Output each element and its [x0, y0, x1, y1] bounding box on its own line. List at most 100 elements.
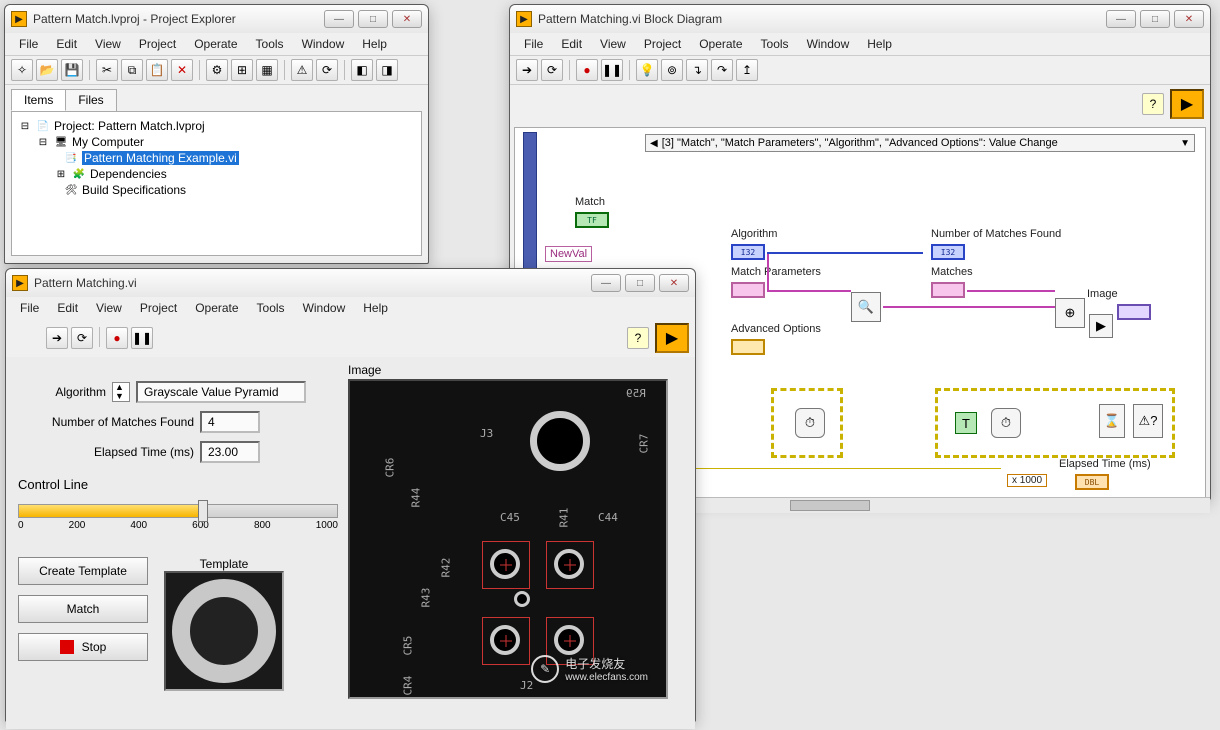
tree-computer[interactable]: My Computer	[72, 135, 144, 149]
tree-root[interactable]: Project: Pattern Match.lvproj	[54, 119, 205, 133]
vi-icon-pane[interactable]: ▶	[655, 323, 689, 353]
tab-items[interactable]: Items	[11, 89, 66, 111]
titlebar[interactable]: ▶ Pattern Matching.vi — □ ✕	[6, 269, 695, 297]
expand-icon[interactable]: ⊟	[18, 119, 32, 133]
tool2-icon[interactable]: ⊞	[231, 59, 253, 81]
tree-deps[interactable]: Dependencies	[90, 167, 167, 181]
menu-help[interactable]: Help	[355, 299, 396, 317]
terminal-dbl[interactable]: DBL	[1075, 474, 1109, 490]
minimize-button[interactable]: —	[324, 10, 354, 28]
new-icon[interactable]: ✧	[11, 59, 33, 81]
delete-icon[interactable]: ✕	[171, 59, 193, 81]
menu-view[interactable]: View	[87, 35, 129, 53]
menu-edit[interactable]: Edit	[553, 35, 590, 53]
menu-operate[interactable]: Operate	[186, 35, 245, 53]
highlight-icon[interactable]: 💡	[636, 59, 658, 81]
close-button[interactable]: ✕	[659, 274, 689, 292]
tool7-icon[interactable]: ◨	[376, 59, 398, 81]
menu-project[interactable]: Project	[131, 35, 184, 53]
maximize-button[interactable]: □	[358, 10, 388, 28]
tab-files[interactable]: Files	[65, 89, 116, 111]
terminal-tf[interactable]: TF	[575, 212, 609, 228]
expand-icon[interactable]: ⊟	[36, 135, 50, 149]
terminal-i32[interactable]: I32	[731, 244, 765, 260]
menu-window[interactable]: Window	[295, 299, 354, 317]
tool3-icon[interactable]: ▦	[256, 59, 278, 81]
vi-icon-pane[interactable]: ▶	[1170, 89, 1204, 119]
context-help-icon[interactable]: ?	[1142, 93, 1164, 115]
paste-icon[interactable]: 📋	[146, 59, 168, 81]
menu-tools[interactable]: Tools	[249, 299, 293, 317]
tool4-icon[interactable]: ⚠	[291, 59, 313, 81]
match-button[interactable]: Match	[18, 595, 148, 623]
case-next-icon[interactable]: ▼	[1180, 138, 1190, 149]
menu-window[interactable]: Window	[799, 35, 858, 53]
menu-tools[interactable]: Tools	[753, 35, 797, 53]
copy-icon[interactable]: ⧉	[121, 59, 143, 81]
terminal-i32[interactable]: I32	[931, 244, 965, 260]
terminal-image[interactable]	[1117, 304, 1151, 320]
create-template-button[interactable]: Create Template	[18, 557, 148, 585]
x1000-node[interactable]: x 1000	[1007, 474, 1047, 487]
step-out-icon[interactable]: ↥	[736, 59, 758, 81]
menu-project[interactable]: Project	[636, 35, 689, 53]
abort-icon[interactable]: ●	[576, 59, 598, 81]
menu-tools[interactable]: Tools	[248, 35, 292, 53]
titlebar[interactable]: ▶ Pattern Match.lvproj - Project Explore…	[5, 5, 428, 33]
save-icon[interactable]: 💾	[61, 59, 83, 81]
menu-view[interactable]: View	[88, 299, 130, 317]
expand-icon[interactable]: ⊞	[54, 167, 68, 181]
control-line-slider[interactable]: 0 200 400 600 800 1000	[18, 500, 338, 549]
menu-edit[interactable]: Edit	[48, 35, 85, 53]
cut-icon[interactable]: ✂	[96, 59, 118, 81]
stop-button[interactable]: Stop	[18, 633, 148, 661]
run-icon[interactable]: ➔	[516, 59, 538, 81]
terminal-cluster[interactable]	[731, 282, 765, 298]
ring-stepper[interactable]: ▲▼	[112, 382, 130, 402]
event-case-selector[interactable]: ◀ [3] "Match", "Match Parameters", "Algo…	[645, 134, 1195, 152]
overlay-node[interactable]: ⊕	[1055, 298, 1085, 328]
menu-file[interactable]: File	[12, 299, 47, 317]
terminal-matches[interactable]	[931, 282, 965, 298]
menu-file[interactable]: File	[11, 35, 46, 53]
terminal-adv[interactable]	[731, 339, 765, 355]
menu-view[interactable]: View	[592, 35, 634, 53]
step-over-icon[interactable]: ↷	[711, 59, 733, 81]
abort-icon[interactable]: ●	[106, 327, 128, 349]
pause-icon[interactable]: ❚❚	[131, 327, 153, 349]
tool5-icon[interactable]: ⟳	[316, 59, 338, 81]
minimize-button[interactable]: —	[591, 274, 621, 292]
open-icon[interactable]: 📂	[36, 59, 58, 81]
maximize-button[interactable]: □	[625, 274, 655, 292]
algorithm-value[interactable]: Grayscale Value Pyramid	[136, 381, 306, 403]
run-icon[interactable]: ➔	[46, 327, 68, 349]
menu-window[interactable]: Window	[294, 35, 353, 53]
maximize-button[interactable]: □	[1140, 10, 1170, 28]
pause-icon[interactable]: ❚❚	[601, 59, 623, 81]
run-cont-icon[interactable]: ⟳	[71, 327, 93, 349]
menu-edit[interactable]: Edit	[49, 299, 86, 317]
minimize-button[interactable]: —	[1106, 10, 1136, 28]
tree-build[interactable]: Build Specifications	[82, 183, 186, 197]
run-cont-icon[interactable]: ⟳	[541, 59, 563, 81]
project-tree[interactable]: ⊟ 📄 Project: Pattern Match.lvproj ⊟ 🖥 My…	[11, 111, 422, 256]
menu-operate[interactable]: Operate	[187, 299, 246, 317]
retain-icon[interactable]: ⊚	[661, 59, 683, 81]
tool-icon[interactable]: ⚙	[206, 59, 228, 81]
tool6-icon[interactable]: ◧	[351, 59, 373, 81]
case-prev-icon[interactable]: ◀	[650, 138, 658, 149]
step-into-icon[interactable]: ↴	[686, 59, 708, 81]
menu-file[interactable]: File	[516, 35, 551, 53]
close-button[interactable]: ✕	[392, 10, 422, 28]
menu-project[interactable]: Project	[132, 299, 185, 317]
titlebar[interactable]: ▶ Pattern Matching.vi Block Diagram — □ …	[510, 5, 1210, 33]
tree-example-vi[interactable]: Pattern Matching Example.vi	[82, 151, 239, 165]
menu-help[interactable]: Help	[354, 35, 395, 53]
context-help-icon[interactable]: ?	[627, 327, 649, 349]
close-button[interactable]: ✕	[1174, 10, 1204, 28]
image-display[interactable]: R59 CR7 J3 R44 CR6 R42 R43 CR5 CR4 R41 C…	[348, 379, 668, 699]
display-node[interactable]: ▶	[1089, 314, 1113, 338]
menu-help[interactable]: Help	[859, 35, 900, 53]
menu-operate[interactable]: Operate	[691, 35, 750, 53]
pattern-match-node[interactable]: 🔍	[851, 292, 881, 322]
